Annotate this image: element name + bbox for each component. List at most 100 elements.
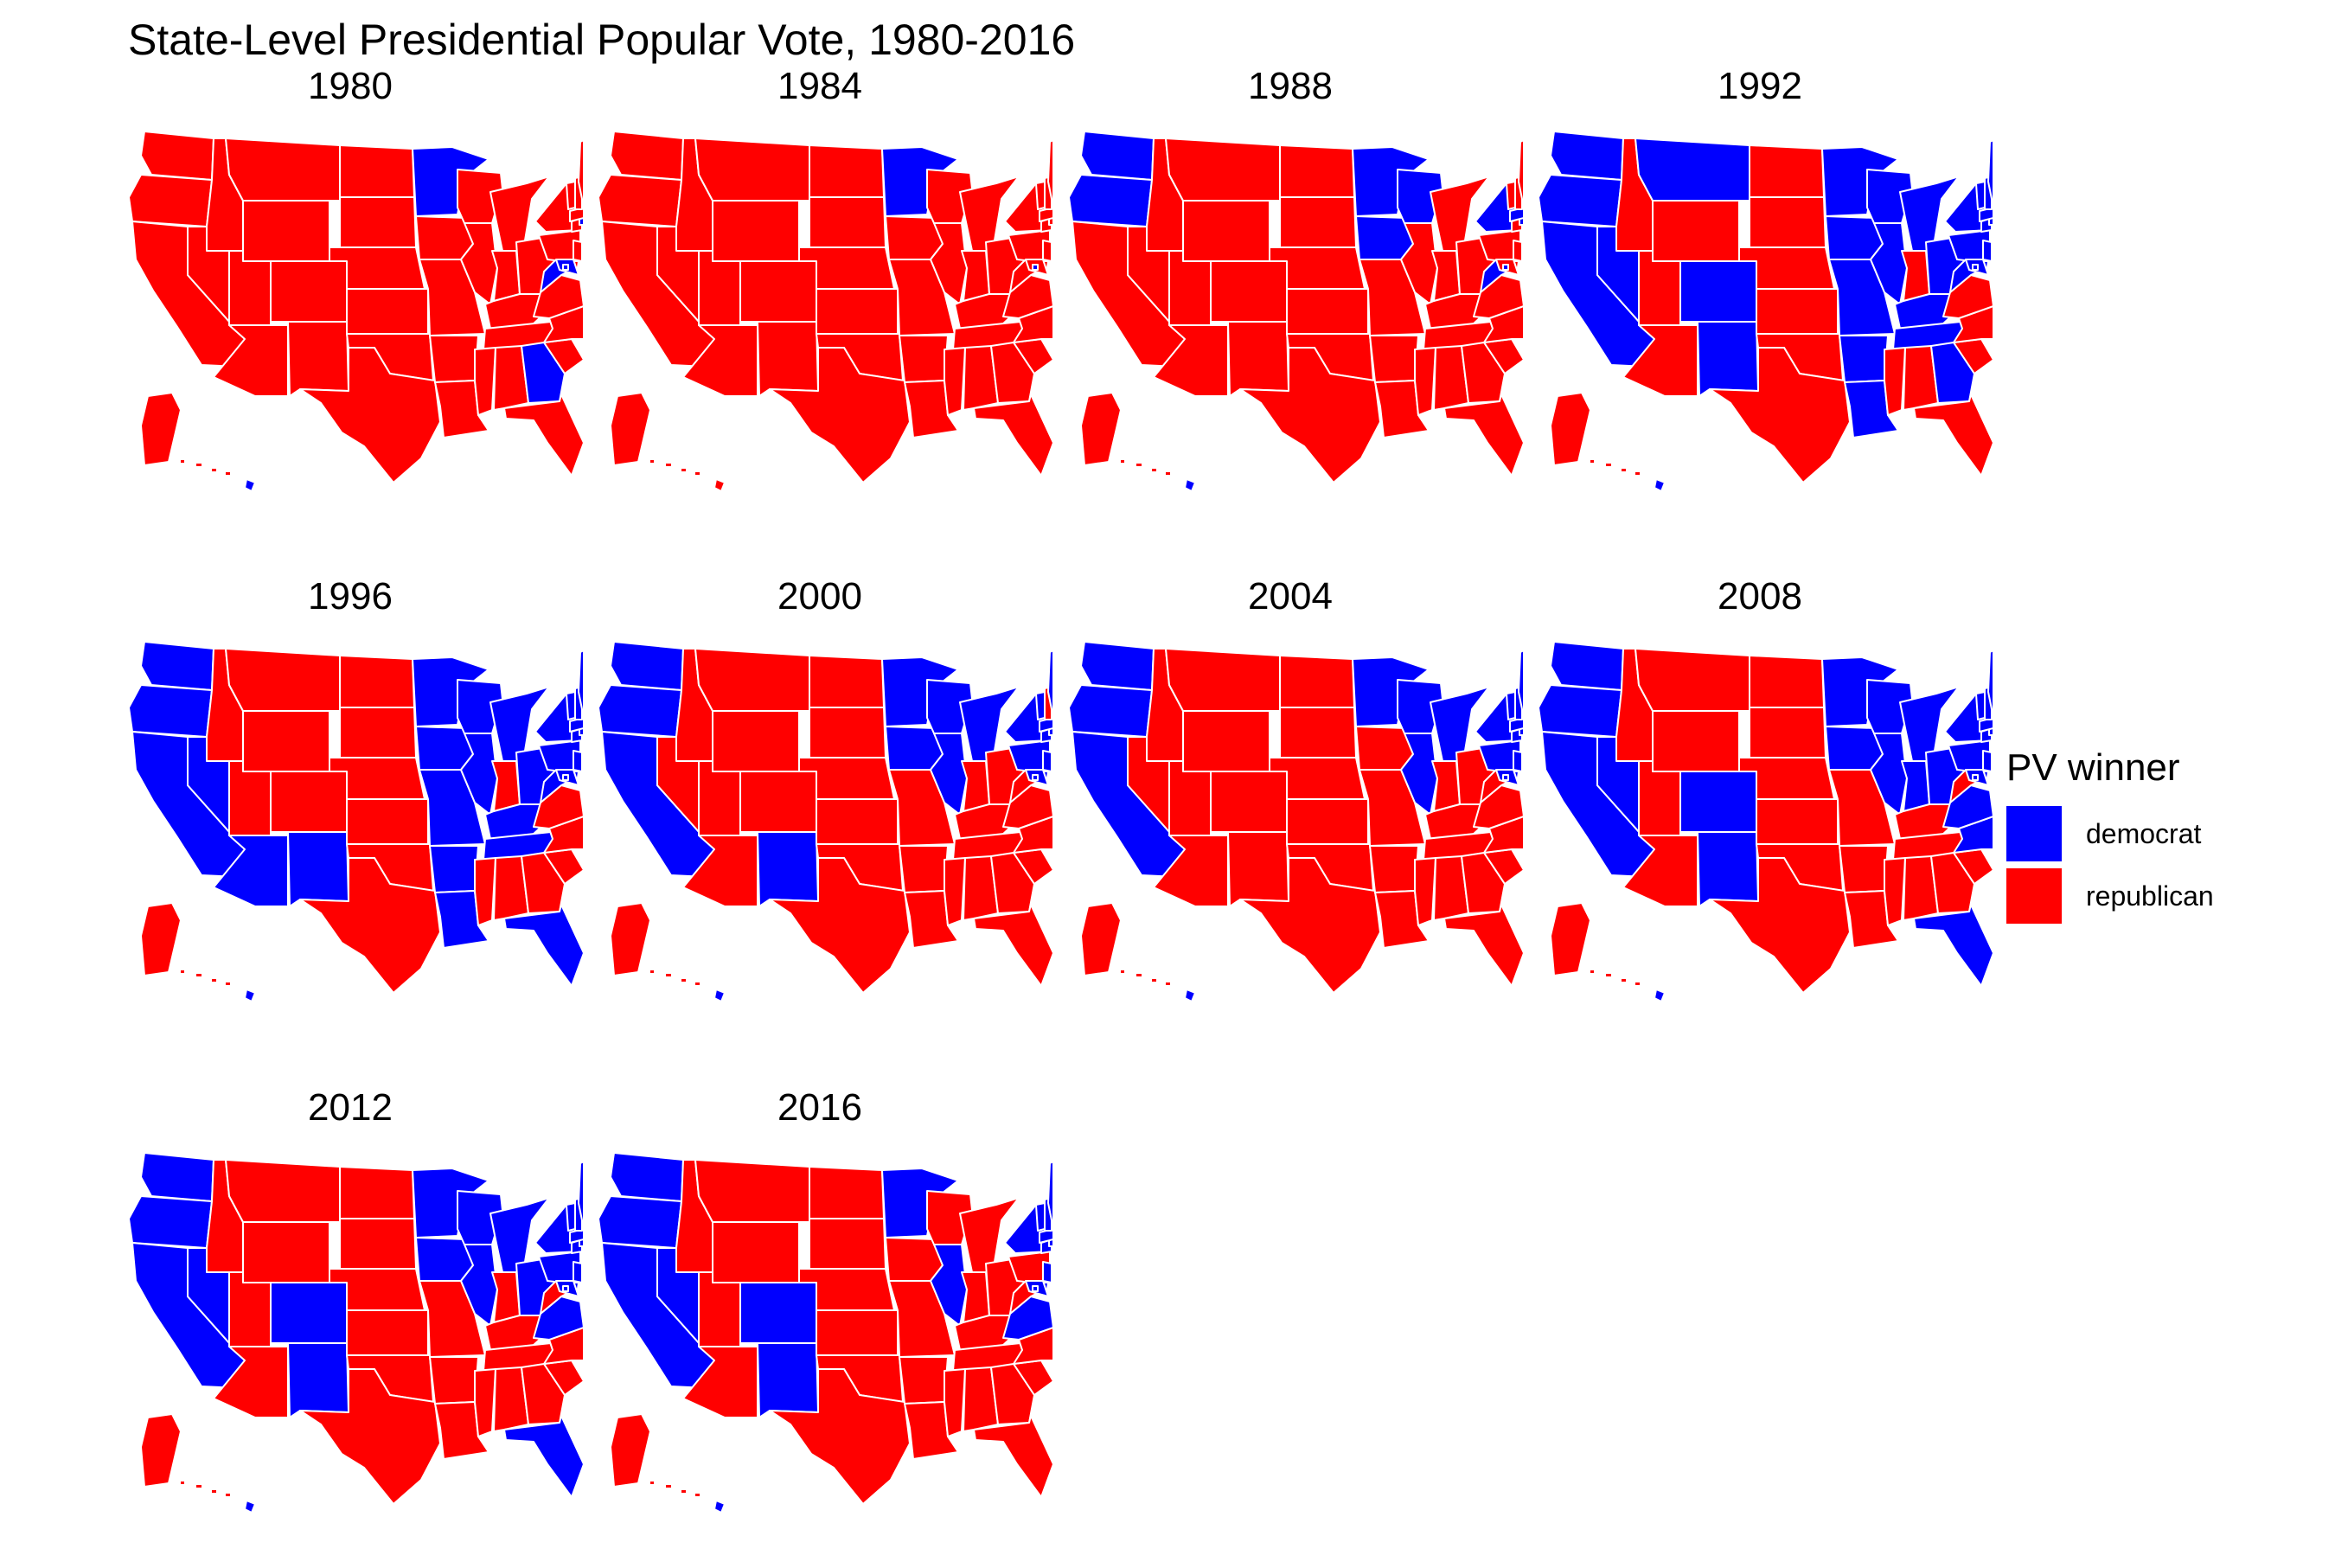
state-al: [493, 1366, 529, 1432]
state-ak-island: [181, 460, 184, 463]
state-tx: [1709, 347, 1851, 483]
state-mt: [225, 1159, 341, 1223]
state-sd: [1279, 196, 1357, 248]
state-hi: [713, 478, 726, 492]
state-me: [1987, 139, 1993, 208]
state-al: [1903, 345, 1939, 411]
state-ar: [899, 845, 949, 893]
state-ms: [1414, 347, 1436, 416]
state-in: [491, 1271, 521, 1323]
state-ak: [610, 392, 651, 466]
state-dc: [1972, 264, 1979, 271]
state-ak-island: [695, 1494, 700, 1496]
map-panel-2004: 2004: [1057, 573, 1524, 1057]
state-ak-island: [1606, 464, 1611, 466]
state-il: [460, 222, 498, 305]
state-wy: [1652, 200, 1740, 262]
state-tx: [1709, 857, 1851, 994]
state-ks: [816, 1309, 899, 1356]
state-me: [1518, 650, 1524, 719]
state-co: [1679, 260, 1757, 323]
state-hi: [1184, 989, 1196, 1002]
state-ak-island: [666, 974, 671, 976]
state-in: [1901, 250, 1930, 302]
state-ak-island: [1121, 970, 1124, 973]
state-al: [963, 1366, 999, 1432]
state-ak: [1550, 902, 1591, 976]
state-mt: [694, 1159, 810, 1223]
state-vt: [566, 691, 576, 720]
legend-item-republican: republican: [2006, 868, 2292, 924]
state-al: [963, 345, 999, 411]
state-mi: [959, 176, 1020, 252]
state-nc: [1953, 305, 1993, 343]
state-al: [493, 855, 529, 921]
state-ks: [346, 798, 429, 845]
state-vt: [1506, 181, 1516, 210]
state-co: [270, 1282, 348, 1344]
state-ak-island: [681, 469, 686, 471]
state-nm: [1227, 831, 1289, 907]
state-or: [1068, 684, 1153, 738]
panel-title: 2012: [308, 1086, 393, 1129]
state-in: [1901, 760, 1930, 812]
map-panel-1992: 1992: [1526, 62, 1993, 547]
state-or: [598, 1195, 682, 1249]
us-map: [128, 131, 584, 492]
state-me: [1518, 139, 1524, 208]
state-vt: [1035, 181, 1046, 210]
state-mt: [225, 648, 341, 712]
state-ak-island: [212, 469, 216, 471]
state-sd: [809, 1218, 886, 1270]
state-ak-island: [1152, 979, 1156, 982]
state-nj: [1042, 240, 1052, 262]
state-ak: [1080, 902, 1122, 976]
state-ak-island: [1590, 460, 1594, 463]
state-al: [1433, 345, 1469, 411]
legend-title: PV winner: [2006, 746, 2180, 789]
state-fl: [1913, 394, 1993, 477]
state-ak: [1080, 392, 1122, 466]
state-ks: [346, 1309, 429, 1356]
state-me: [1047, 650, 1053, 719]
state-ar: [1369, 335, 1419, 383]
state-in: [961, 250, 990, 302]
state-il: [460, 733, 498, 816]
state-al: [1433, 855, 1469, 921]
state-me: [1047, 139, 1053, 208]
state-nm: [1697, 321, 1759, 397]
state-ak-island: [196, 974, 202, 976]
state-ak-island: [650, 970, 654, 973]
panel-title: 2008: [1718, 575, 1802, 618]
state-sd: [339, 1218, 417, 1270]
state-al: [493, 345, 529, 411]
state-wy: [1182, 710, 1270, 772]
state-mi: [489, 686, 550, 762]
state-dc: [562, 1285, 569, 1292]
panel-title: 2000: [777, 575, 862, 618]
panel-title: 1996: [308, 575, 393, 618]
state-ak: [1550, 392, 1591, 466]
state-nd: [809, 655, 885, 708]
state-nd: [1749, 655, 1825, 708]
state-ut: [228, 250, 272, 326]
state-or: [1538, 684, 1622, 738]
state-me: [578, 1161, 584, 1230]
state-ak: [140, 902, 182, 976]
state-ks: [1756, 288, 1839, 335]
state-wa: [140, 641, 214, 691]
state-ks: [816, 288, 899, 335]
state-wy: [712, 710, 800, 772]
state-nm: [757, 321, 819, 397]
state-hi: [244, 478, 256, 492]
state-dc: [1032, 774, 1039, 781]
legend: PV winner democrat republican: [2006, 744, 2318, 951]
state-ar: [899, 335, 949, 383]
state-ut: [1168, 250, 1212, 326]
state-or: [128, 684, 213, 738]
state-il: [1870, 733, 1908, 816]
state-ut: [698, 1271, 741, 1347]
state-ak-island: [1590, 970, 1594, 973]
state-nd: [809, 144, 885, 198]
